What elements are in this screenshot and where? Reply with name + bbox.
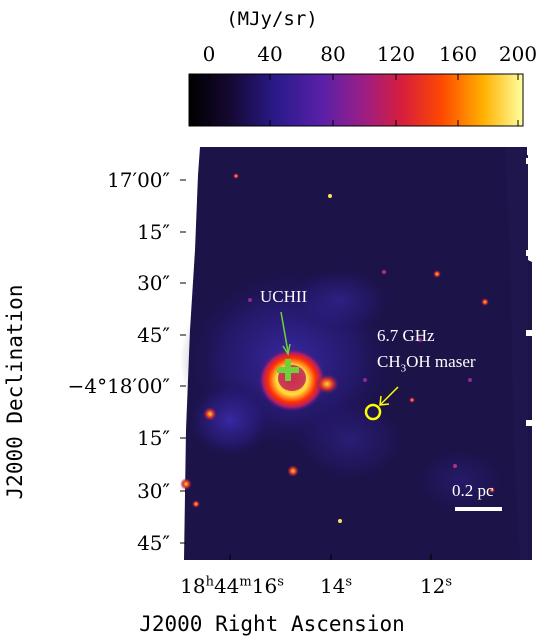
- y-tick-label: 15″: [137, 220, 170, 244]
- y-tick-label: 45″: [137, 531, 170, 555]
- uchii-arrow: [280, 311, 289, 353]
- scale-bar: [455, 507, 502, 511]
- x-tick-label: 14s: [319, 574, 353, 598]
- x-tick-label: 12s: [419, 574, 453, 598]
- uchii-marker: [277, 311, 299, 381]
- maser-label-line1: 6.7 GHz: [377, 326, 435, 345]
- y-tick-label: −4°18′00″: [67, 374, 170, 398]
- colorbar-tick-label: 40: [257, 42, 283, 66]
- maser-arrow: [380, 386, 399, 405]
- y-tick-label: 30″: [137, 479, 170, 503]
- maser-circle: [364, 403, 382, 421]
- x-axis-ticks: [229, 554, 432, 560]
- maser-marker: [364, 386, 399, 421]
- y-tick-label: 17′00″: [107, 168, 170, 192]
- colorbar: [188, 73, 524, 127]
- y-tick-label: 30″: [137, 271, 170, 295]
- colorbar-tick-label: 200: [498, 42, 538, 66]
- colorbar-tick-label: 120: [376, 42, 416, 66]
- y-axis-ticks: [180, 179, 186, 544]
- colorbar-tick-label: 160: [438, 42, 478, 66]
- y-axis-title: J2000 Declination: [3, 284, 27, 500]
- colorbar-ticks: [208, 74, 519, 126]
- y-tick-label: 45″: [137, 323, 170, 347]
- scale-bar-label: 0.2 pc: [452, 481, 494, 500]
- colorbar-tick-label: 80: [320, 42, 346, 66]
- y-tick-label: 15″: [137, 426, 170, 450]
- maser-label-line2: CH3OH maser: [377, 352, 476, 375]
- x-tick-label: 18h44m16s: [180, 574, 284, 598]
- uchii-cross-v: [285, 359, 291, 381]
- x-axis-title: J2000 Right Ascension: [139, 612, 405, 636]
- colorbar-unit-label: (MJy/sr): [226, 8, 318, 30]
- colorbar-tick-label: 0: [202, 42, 216, 66]
- uchii-label: UCHII: [260, 287, 308, 306]
